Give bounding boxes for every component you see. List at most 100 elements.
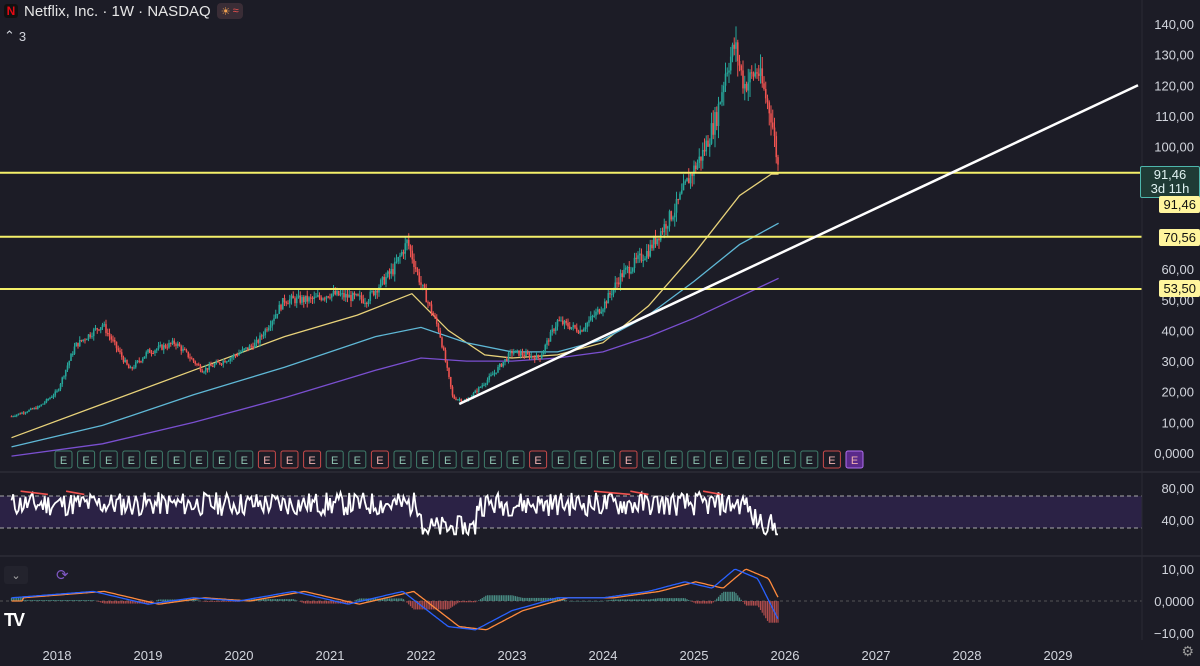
macd-histogram-bar	[772, 601, 774, 623]
divergence-arrow	[630, 490, 649, 496]
settings-icon[interactable]: ⚙	[1181, 643, 1194, 659]
candle-body	[295, 297, 298, 304]
candle-body	[770, 113, 772, 123]
candle-body	[141, 358, 144, 362]
candle-body	[437, 323, 440, 331]
candle-body	[327, 296, 330, 298]
earnings-badge	[54, 450, 73, 469]
macd-histogram-bar	[313, 601, 315, 604]
candle-body	[682, 183, 685, 191]
candle-body	[442, 347, 445, 351]
macd-histogram-bar	[346, 601, 349, 604]
macd-histogram-bar	[150, 601, 153, 603]
symbol-title[interactable]: Netflix, Inc. · 1W · NASDAQ	[24, 2, 211, 20]
candle-body	[306, 295, 309, 302]
macd-histogram-bar	[231, 601, 233, 602]
candle-body	[360, 295, 363, 300]
macd-histogram-bar	[695, 601, 697, 604]
refresh-icon[interactable]: ⟳	[56, 567, 69, 584]
candle-body	[71, 354, 74, 356]
candle-body	[136, 360, 139, 363]
tradingview-logo[interactable]: TV	[4, 610, 25, 630]
symbol-header[interactable]: N Netflix, Inc. · 1W · NASDAQ ☀ ≈	[0, 0, 243, 22]
macd-histogram-bar	[705, 601, 707, 604]
candle-body	[554, 326, 557, 331]
candle-body	[696, 162, 699, 170]
macd-histogram-bar	[163, 599, 165, 601]
horizontal-levels[interactable]	[0, 171, 1142, 291]
macd-histogram-bar	[716, 598, 718, 601]
candle-body	[322, 298, 324, 300]
price-tick-label: 10,00	[1161, 415, 1194, 430]
macd-histogram-bar	[357, 598, 359, 601]
macd-histogram-bar	[509, 595, 511, 601]
candle-body	[560, 320, 562, 322]
macd-histogram-bar	[630, 599, 632, 601]
candle-body	[714, 112, 716, 135]
earnings-letter: E	[82, 455, 89, 467]
macd-histogram-bar	[777, 601, 779, 623]
status-badge[interactable]: ☀ ≈	[216, 3, 243, 19]
candle-body	[691, 173, 694, 177]
time-tick-label: 2019	[134, 648, 163, 663]
macd-histogram-bar	[406, 601, 408, 603]
candle-body	[21, 412, 23, 414]
candle-body	[22, 412, 25, 414]
candle-body	[577, 331, 580, 334]
macd-histogram-bar	[355, 599, 357, 601]
macd-tick-label: −10,00	[1154, 626, 1194, 641]
candle-body	[756, 72, 758, 74]
candle-body	[365, 302, 368, 304]
candle-body	[316, 295, 319, 297]
candle-body	[528, 353, 531, 358]
macd-histogram-bar	[360, 598, 363, 601]
macd-histogram-bar	[458, 601, 461, 603]
indicator-collapse-button[interactable]: ⌃ 3	[4, 28, 26, 44]
candle-body	[220, 363, 223, 365]
macd-histogram-bar	[285, 599, 287, 601]
macd-histogram-bar	[628, 599, 630, 601]
macd-histogram-bar	[609, 600, 611, 601]
trendline[interactable]	[458, 84, 1139, 406]
candle-body	[203, 371, 205, 373]
earnings-badge	[551, 450, 570, 469]
candle-body	[404, 243, 407, 254]
macd-histogram-bar	[453, 601, 455, 606]
earnings-letter: E	[150, 455, 157, 467]
candle-body	[666, 226, 669, 229]
candle-body	[320, 297, 323, 300]
candle-body	[113, 340, 116, 342]
macd-histogram-bar	[441, 601, 443, 610]
candle-body	[750, 72, 753, 74]
candle-body	[672, 217, 674, 220]
earnings-badge	[777, 450, 796, 469]
candle-body	[736, 42, 739, 61]
candle-body	[56, 390, 58, 392]
candle-body	[617, 282, 620, 285]
candle-body	[94, 328, 97, 330]
macd-histogram-bar	[677, 598, 679, 601]
candle-body	[483, 384, 485, 386]
macd-histogram-bar	[479, 599, 482, 601]
candle-body	[337, 290, 340, 296]
macd-histogram-bar	[385, 598, 387, 601]
macd-histogram-bar	[308, 601, 310, 604]
candle-body	[397, 257, 400, 262]
macd-histogram-bar	[532, 597, 534, 601]
earnings-marker: E	[393, 450, 412, 469]
candle-body	[154, 350, 156, 354]
macd-histogram-bar	[570, 601, 573, 602]
macd-histogram-bar	[208, 601, 210, 602]
earnings-marker: E	[687, 450, 706, 469]
chevron-down-icon[interactable]: ⌄	[4, 566, 28, 584]
macd-histogram-bar	[460, 601, 462, 603]
candle-body	[10, 416, 13, 418]
macd-histogram-bar	[58, 600, 60, 601]
candle-body	[248, 345, 251, 350]
candle-body	[677, 199, 680, 201]
candle-body	[773, 127, 776, 137]
candle-body	[775, 136, 778, 158]
candle-body	[514, 350, 517, 353]
macd-histogram-bar	[80, 600, 83, 601]
